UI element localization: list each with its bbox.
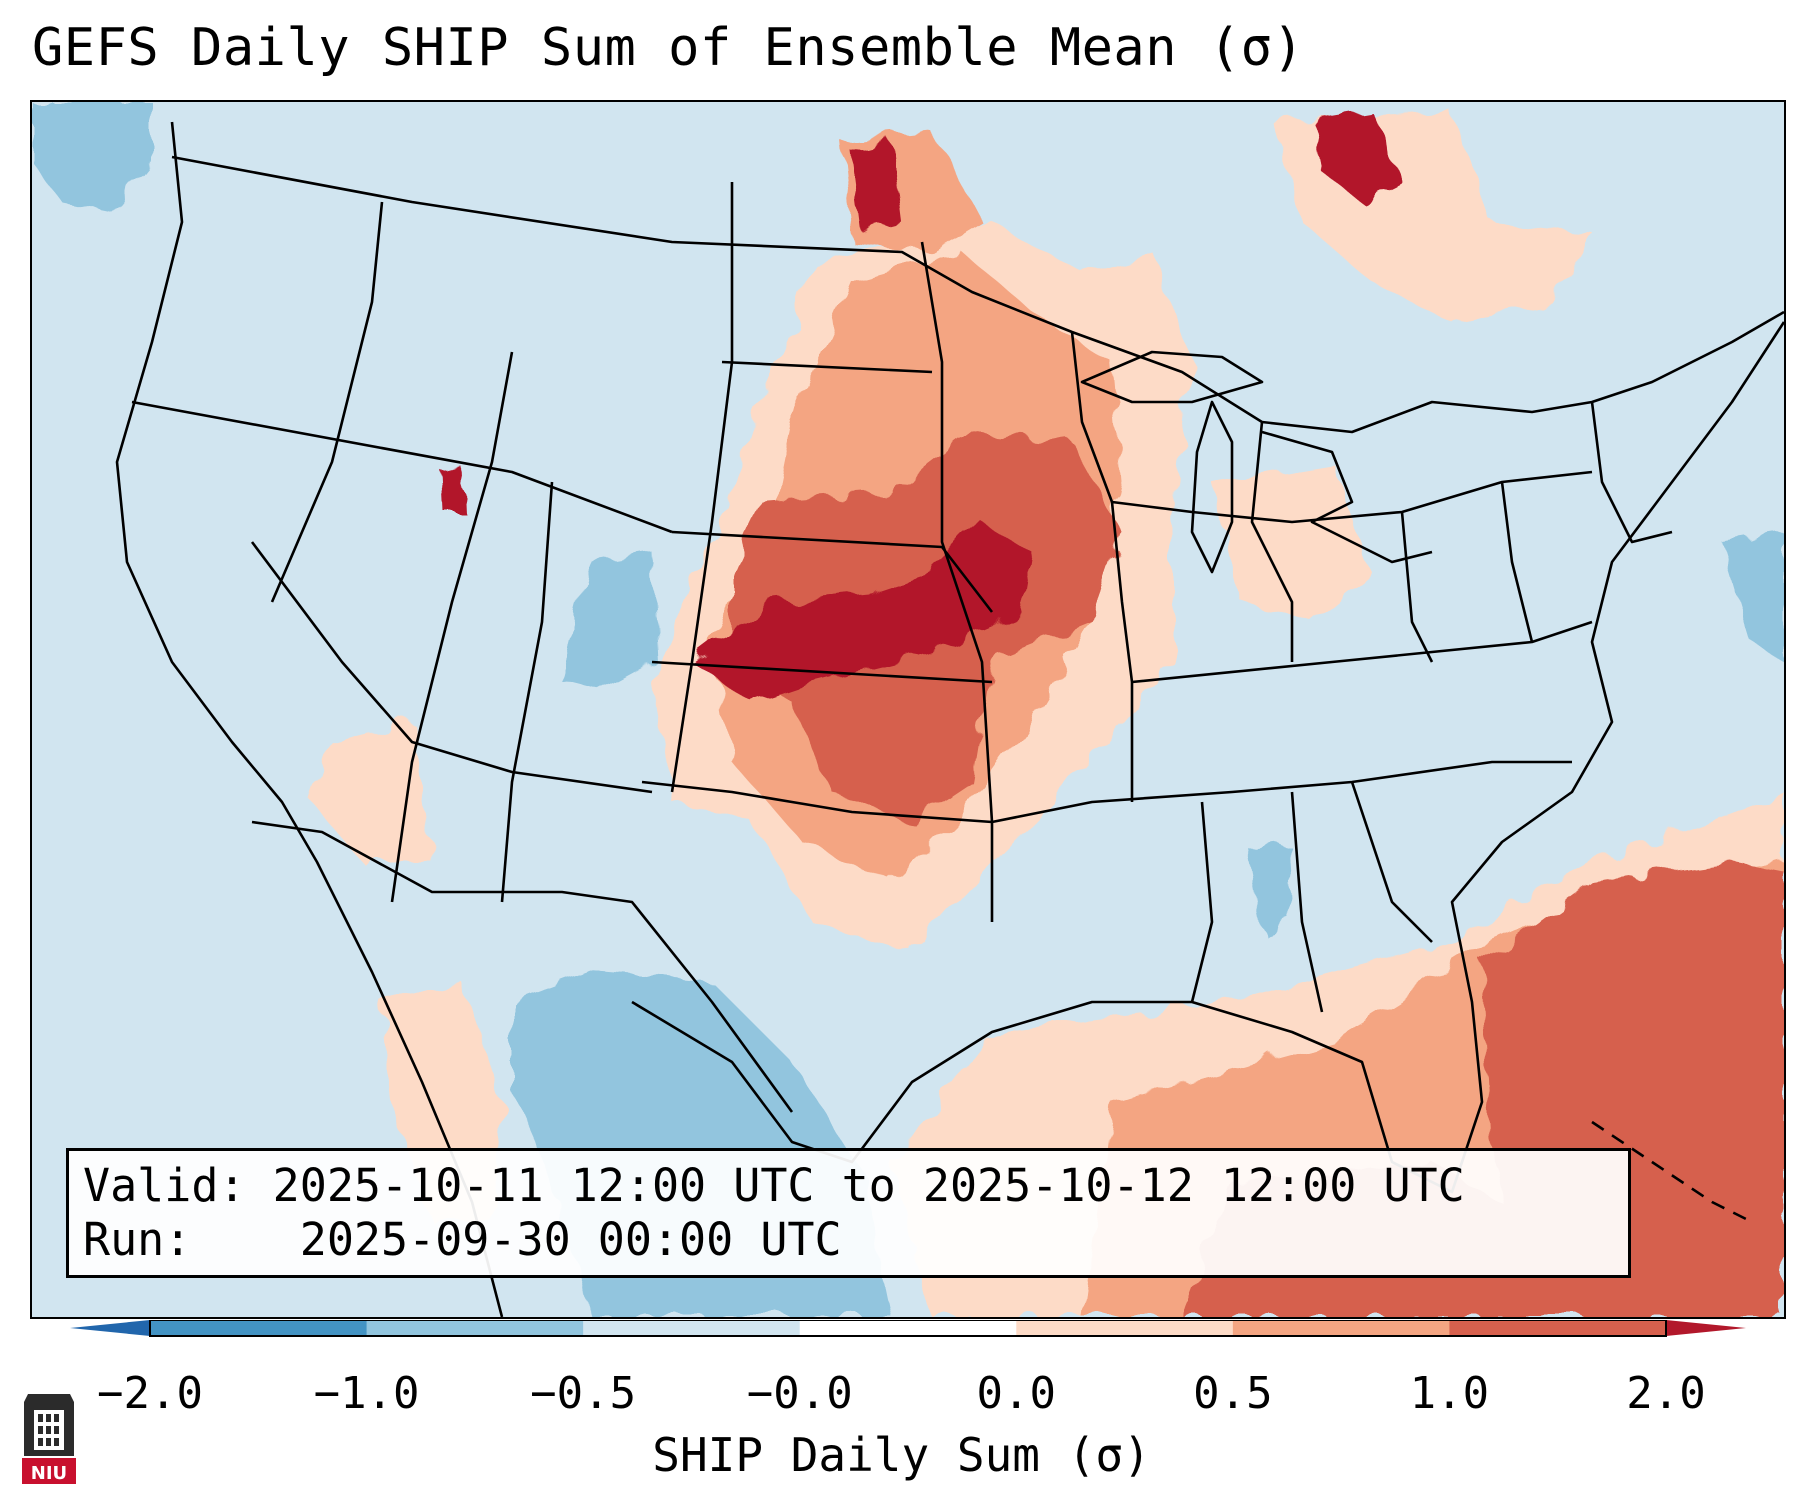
- caribbean-islands: [1591, 1120, 1753, 1224]
- colorbar-tick-label: −0.0: [746, 1368, 853, 1419]
- colorbar-segment: [1232, 1320, 1450, 1336]
- anomaly-max-dakota: [852, 142, 902, 232]
- colorbar-segments: [150, 1320, 1667, 1336]
- us-mexico-border: [251, 820, 794, 1113]
- anomaly-max-ontario: [1312, 112, 1402, 202]
- border-south-3: [1190, 801, 1214, 1003]
- colorbar-extend-min: [70, 1320, 150, 1336]
- colorbar-label: SHIP Daily Sum (σ): [652, 1428, 1151, 1482]
- lake-michigan: [1190, 400, 1234, 574]
- colorbar-outline: [149, 1320, 1667, 1337]
- coastline-west: [115, 121, 504, 1317]
- valid-label: Valid:: [83, 1159, 246, 1212]
- svg-text:NIU: NIU: [31, 1463, 67, 1484]
- border-south-2: [1131, 620, 1593, 684]
- border-east-1: [1250, 421, 1294, 662]
- border-rockies: [390, 351, 514, 903]
- colorbar-extend-max: [1666, 1320, 1746, 1336]
- anomaly-max-utah: [442, 467, 464, 512]
- border-south-4: [1290, 791, 1324, 1013]
- anomaly-pos-light-ohio: [1212, 462, 1372, 622]
- colorbar-tick-label: 0.0: [976, 1368, 1057, 1419]
- info-box: Valid: 2025-10-11 12:00 UTC to 2025-10-1…: [66, 1148, 1631, 1278]
- border-central-2: [920, 241, 994, 922]
- anomaly-shading: [32, 102, 1784, 1317]
- border-west-3: [250, 541, 653, 794]
- colorbar-tick-label: 0.5: [1193, 1368, 1273, 1419]
- lake-huron-erie: [1261, 430, 1433, 564]
- anomaly-max-nebraska: [692, 522, 1032, 702]
- state-boundaries: [115, 121, 1784, 1317]
- colorbar-segment: [1016, 1320, 1234, 1336]
- border-northeast: [1590, 401, 1673, 544]
- map-panel: [30, 100, 1786, 1319]
- border-midwest-2: [1111, 470, 1593, 524]
- colorbar-segment: [799, 1320, 1017, 1336]
- border-west-1: [131, 400, 673, 534]
- chart-title: GEFS Daily SHIP Sum of Ensemble Mean (σ): [32, 18, 1305, 78]
- valid-value: 2025-10-11 12:00 UTC to 2025-10-12 12:00…: [272, 1159, 1465, 1212]
- colorbar-segment: [583, 1320, 801, 1336]
- colorbar-segment: [150, 1320, 368, 1336]
- colorbar-segment: [366, 1320, 584, 1336]
- anomaly-neg-atlantic: [1722, 532, 1784, 662]
- colorbar-segment: [1449, 1320, 1667, 1336]
- border-east-3: [1500, 481, 1534, 643]
- colorbar-tick-label: −1.0: [313, 1368, 420, 1419]
- border-south-1: [991, 760, 1572, 824]
- run-value: 2025-09-30 00:00 UTC: [299, 1213, 842, 1266]
- lake-superior: [1080, 350, 1264, 404]
- border-ne-ks: [671, 530, 994, 613]
- border-east-2: [1400, 511, 1434, 663]
- colorbar-tick-label: −2.0: [97, 1368, 203, 1419]
- anomaly-neg-georgia: [1247, 842, 1292, 932]
- border-midwest-1: [1070, 331, 1134, 802]
- colorbar-tick-label: −0.5: [530, 1368, 637, 1419]
- anomaly-neg-nw: [32, 102, 152, 212]
- colorbar-tick-label: 1.0: [1409, 1368, 1490, 1419]
- map-canvas: [32, 102, 1784, 1317]
- anomaly-neg-colorado: [562, 552, 657, 692]
- niu-logo: NIU: [22, 1394, 76, 1484]
- border-south-5: [1350, 781, 1433, 943]
- border-west-2: [270, 201, 384, 603]
- border-ok-tx: [641, 780, 993, 824]
- border-co-nm: [500, 481, 554, 903]
- colorbar-tick-label: 2.0: [1626, 1368, 1706, 1419]
- border-nd-sd: [721, 360, 933, 374]
- run-label: Run:: [83, 1213, 192, 1266]
- colorbar: [70, 1320, 1746, 1337]
- border-central-1: [670, 182, 734, 793]
- border-ks-ok: [651, 660, 993, 684]
